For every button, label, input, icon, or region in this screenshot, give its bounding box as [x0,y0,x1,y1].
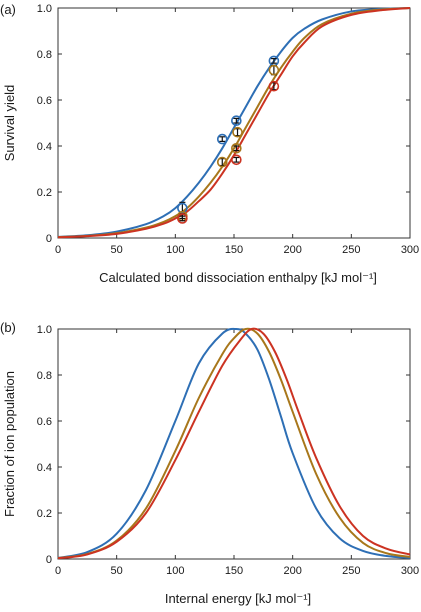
series-line-1 [57,327,411,560]
x-tick-label: 0 [55,244,61,256]
y-tick-label: 0.8 [37,49,52,61]
data-point-2 [231,154,242,166]
series-line-0 [57,327,411,559]
data-point-0 [231,115,242,126]
x-tick-label: 150 [225,244,243,256]
data-point-2 [177,213,188,224]
x-tick-label: 0 [55,565,61,577]
data-point-1 [231,143,242,154]
y-tick-label: 0 [46,233,52,245]
x-tick-label: 50 [111,244,123,256]
chart-panel-b: 0 50 100 150 200 250 300 0 0.2 0.4 0.6 0.8 1.0 Intern… [2,324,419,606]
y-tick-label: 0 [46,554,52,566]
y-tick-label: 1.0 [37,3,52,15]
x-tick-label: 150 [225,565,243,577]
x-axis-title: Internal energy [kJ mol⁻¹] [165,591,311,606]
data-point-1 [216,156,228,168]
data-point-0 [216,133,228,145]
y-tick-label: 1.0 [37,324,52,336]
x-tick-label: 300 [401,244,419,256]
x-tick-label: 250 [342,565,360,577]
y-tick-label: 0.6 [37,95,52,107]
x-tick-label: 200 [283,244,301,256]
y-tick-label: 0.2 [37,508,52,520]
x-tick-label: 250 [342,244,360,256]
y-axis-title: Fraction of ion population [2,371,17,517]
plot-frame [57,328,411,560]
x-tick-label: 200 [283,565,301,577]
x-tick-label: 300 [401,565,419,577]
y-tick-label: 0.4 [37,462,52,474]
x-tick-label: 50 [111,565,123,577]
y-tick-label: 0.4 [37,141,52,153]
data-point-1 [232,126,243,138]
x-tick-label: 100 [166,565,184,577]
y-tick-label: 0.6 [37,416,52,428]
panel-b-tag: (b) [0,320,16,335]
y-tick-label: 0.2 [37,187,52,199]
series-line-2 [57,327,411,560]
x-axis-title: Calculated bond dissociation enthalpy [k… [99,270,377,285]
data-point-0 [177,202,188,214]
chart-panel-a: 0 50 100 150 200 250 300 0 0.2 0.4 0.6 0.8 1.0 Calcul… [2,3,419,285]
panel-a-tag: (a) [0,2,16,17]
data-point-2 [268,80,280,92]
y-tick-label: 0.8 [37,370,52,382]
data-point-1 [268,64,280,76]
series-line-1 [57,7,411,239]
y-axis-title: Survival yield [2,85,17,162]
series-line-0 [57,7,411,238]
x-tick-label: 100 [166,244,184,256]
